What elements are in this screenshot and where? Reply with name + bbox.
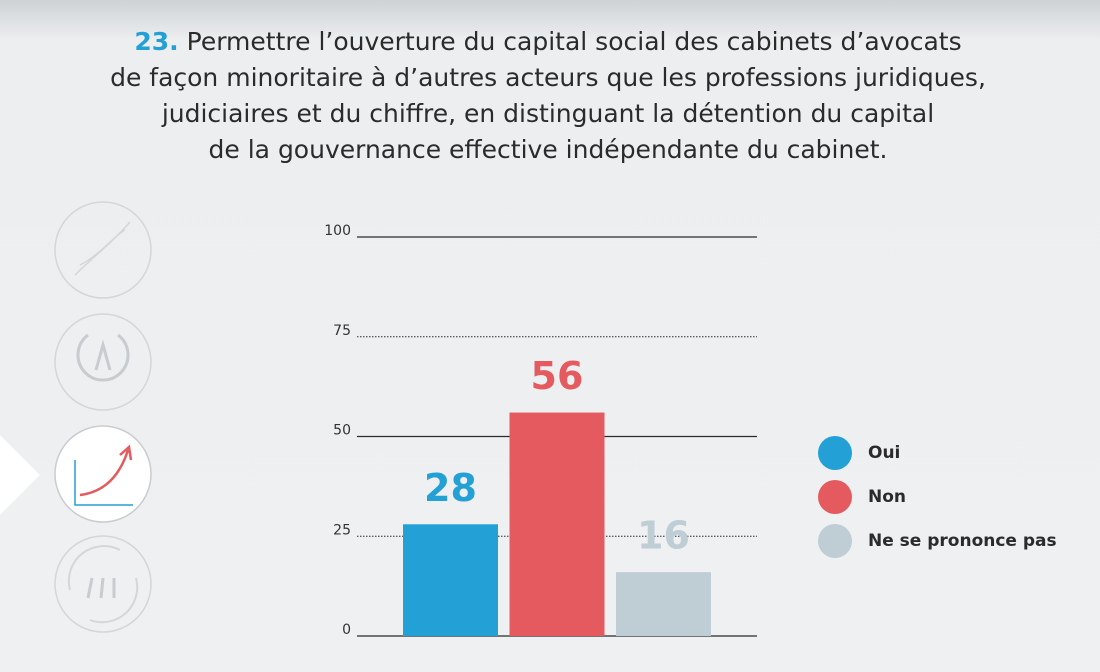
y-tick-label: 75 <box>333 323 351 339</box>
title-line: 23. Permettre l’ouverture du capital soci… <box>134 27 961 56</box>
y-tick-label: 25 <box>333 522 351 538</box>
data-label: 16 <box>637 514 690 558</box>
y-tick-label: 50 <box>333 423 351 439</box>
title-text: Permettre l’ouverture du capital social … <box>187 27 962 56</box>
bar <box>616 572 711 636</box>
legend-label: Oui <box>868 443 900 463</box>
title: 23. Permettre l’ouverture du capital soci… <box>110 27 986 164</box>
y-tick-label: 100 <box>324 223 351 239</box>
title-line: de la gouvernance effective indépendante… <box>209 135 888 164</box>
legend-swatch <box>818 436 852 470</box>
legend-swatch <box>818 524 852 558</box>
bar <box>403 524 498 636</box>
y-tick-label: 0 <box>342 622 351 638</box>
title-line: judiciaires et du chiffre, en distinguan… <box>161 99 934 128</box>
sidebar-icons <box>54 201 152 633</box>
legend-label: Ne se prononce pas <box>868 531 1057 551</box>
selection-arrow <box>0 435 40 515</box>
bar <box>509 412 605 636</box>
legend-swatch <box>818 480 852 514</box>
data-label: 28 <box>424 466 477 510</box>
title-line: de façon minoritaire à d’autres acteurs … <box>110 63 986 92</box>
title-number: 23. <box>134 27 178 56</box>
legend-label: Non <box>868 487 906 507</box>
data-label: 56 <box>531 354 584 398</box>
